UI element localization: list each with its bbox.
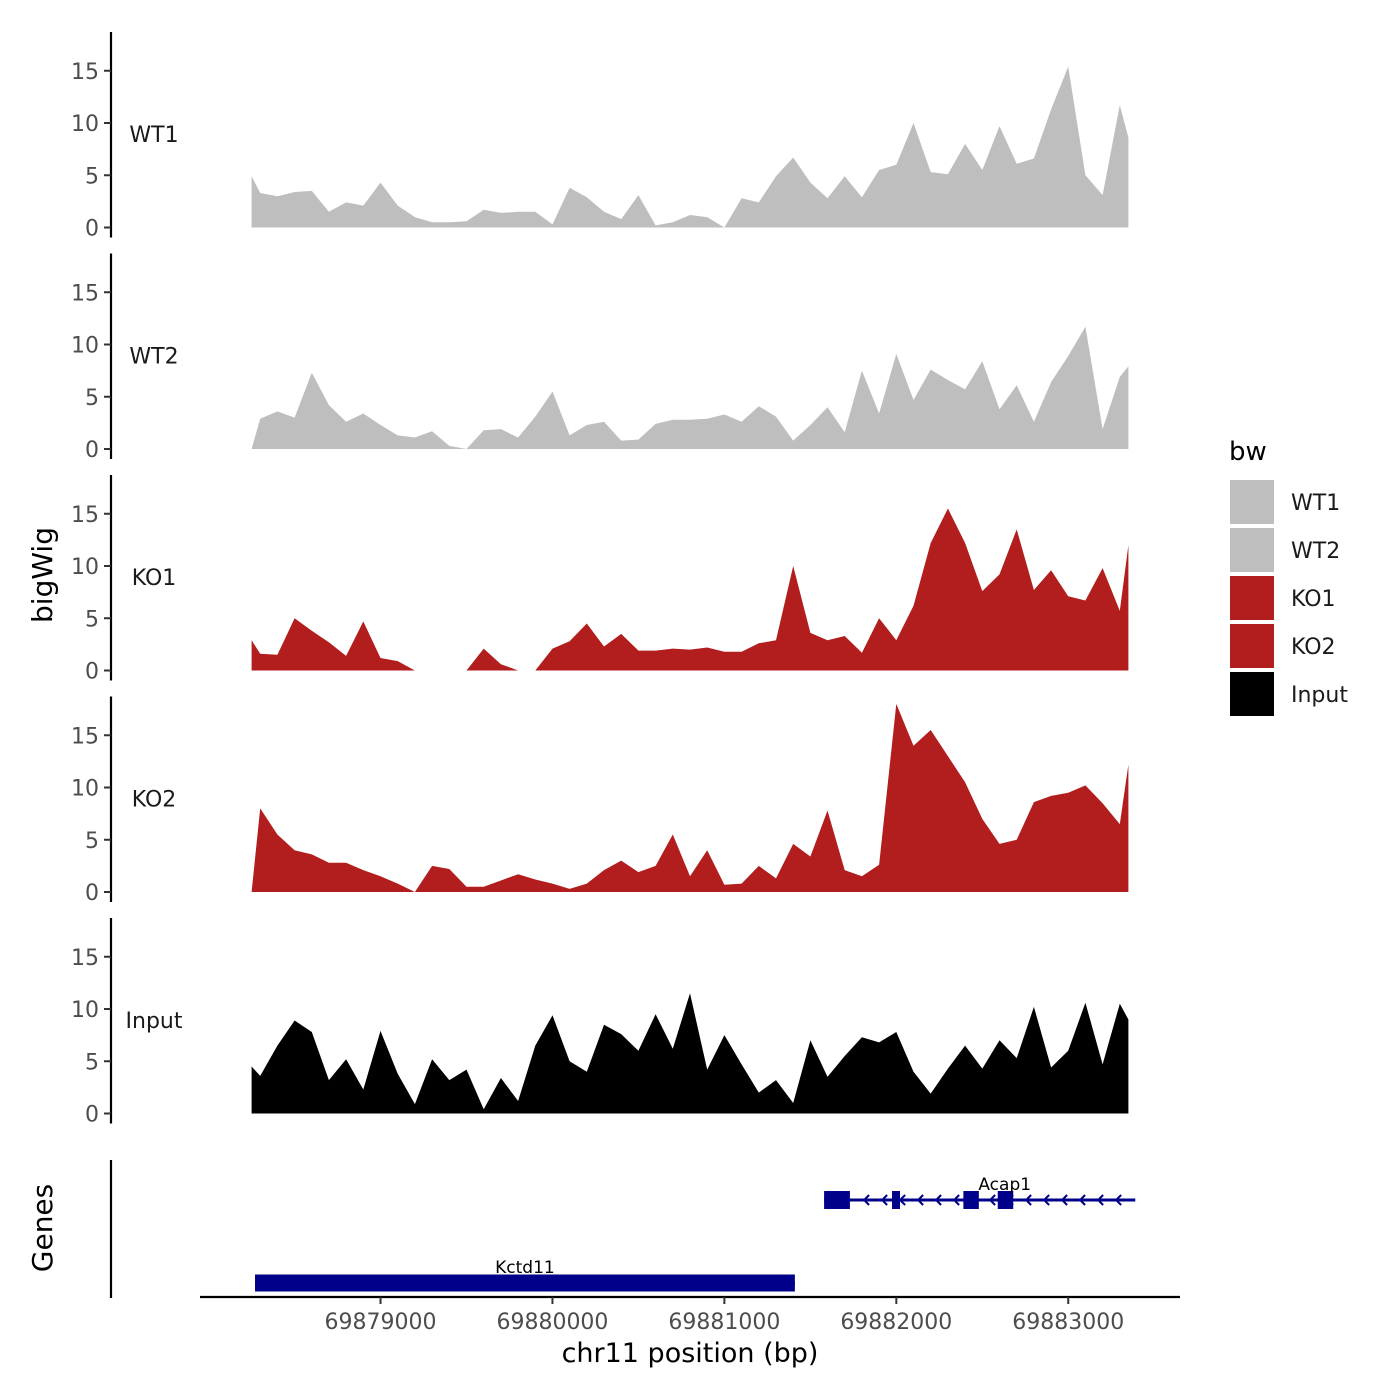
area-wt2 — [251, 326, 1129, 449]
area-ko1 — [251, 508, 1129, 671]
track-ko1: 0 5 10 15 KO1 — [71, 475, 1129, 685]
x-axis: 69879000 69880000 69881000 69882000 69883000 — [200, 1295, 1180, 1335]
exon — [255, 1274, 795, 1292]
y-tick-label: 10 — [71, 555, 99, 580]
strand-arrow — [952, 1194, 960, 1206]
track-input: 0 5 10 15 Input — [71, 918, 1129, 1128]
strand-arrow — [862, 1194, 870, 1206]
x-tick-label: 69883000 — [1012, 1310, 1124, 1335]
gene-acap1: Acap1 — [824, 1175, 1136, 1209]
track-label: KO2 — [132, 788, 177, 813]
area-wt1 — [251, 66, 1129, 228]
legend-swatch — [1230, 528, 1274, 572]
legend-swatch — [1230, 480, 1274, 524]
gene-kctd11: Kctd11 — [255, 1258, 795, 1292]
x-tick-label: 69881000 — [668, 1310, 780, 1335]
track-label: WT2 — [129, 345, 178, 370]
legend-swatch — [1230, 624, 1274, 668]
legend-swatch — [1230, 672, 1274, 716]
x-tick-label: 69882000 — [840, 1310, 952, 1335]
x-tick-label: 69880000 — [496, 1310, 608, 1335]
y-tick-label: 5 — [85, 164, 99, 189]
signal-tracks: 0 5 10 15 WT1 0 5 10 15 WT2 0 5 10 15 KO1 0 5 10 15 KO2 0 5 10… — [71, 32, 1129, 1128]
strand-arrow — [916, 1194, 924, 1206]
y-tick-label: 10 — [71, 334, 99, 359]
legend-label: WT1 — [1291, 491, 1340, 516]
y-tick-label: 0 — [85, 217, 99, 242]
x-axis-label: chr11 position (bp) — [562, 1338, 819, 1369]
gene-label: Kctd11 — [495, 1258, 555, 1278]
track-label: WT1 — [129, 123, 178, 148]
exon — [963, 1191, 979, 1209]
legend-label: KO1 — [1291, 587, 1336, 612]
area-ko2 — [251, 703, 1129, 892]
track-label: Input — [126, 1009, 183, 1034]
y-tick-label: 0 — [85, 438, 99, 463]
track-wt2: 0 5 10 15 WT2 — [71, 253, 1129, 463]
y-tick-label: 0 — [85, 1103, 99, 1128]
strand-arrow — [880, 1194, 888, 1206]
legend-label: Input — [1291, 683, 1348, 708]
y-tick-label: 5 — [85, 1050, 99, 1075]
area-input — [251, 993, 1129, 1114]
y-tick-label: 15 — [71, 503, 99, 528]
legend-label: WT2 — [1291, 539, 1340, 564]
y-tick-label: 0 — [85, 660, 99, 685]
exon — [997, 1191, 1014, 1209]
exon — [892, 1191, 901, 1209]
x-tick-label: 69879000 — [325, 1310, 437, 1335]
y-tick-label: 5 — [85, 386, 99, 411]
y-tick-label: 10 — [71, 777, 99, 802]
legend-swatch — [1230, 576, 1274, 620]
gene-label: Acap1 — [978, 1175, 1031, 1195]
genes-axis-label: Genes — [26, 1184, 59, 1272]
strand-arrow — [988, 1194, 996, 1206]
strand-arrow — [1024, 1194, 1032, 1206]
track-ko2: 0 5 10 15 KO2 — [71, 696, 1129, 906]
strand-arrow — [1042, 1194, 1050, 1206]
y-axis-label: bigWig — [26, 527, 59, 623]
y-tick-label: 5 — [85, 607, 99, 632]
genes-track: Acap1 Kctd11 — [109, 1160, 1136, 1298]
y-tick-label: 10 — [71, 998, 99, 1023]
y-tick-label: 15 — [71, 281, 99, 306]
strand-arrow — [934, 1194, 942, 1206]
strand-arrow — [1060, 1194, 1068, 1206]
track-wt1: 0 5 10 15 WT1 — [71, 32, 1129, 242]
strand-arrow — [1114, 1194, 1122, 1206]
strand-arrow — [1096, 1194, 1104, 1206]
y-tick-label: 15 — [71, 946, 99, 971]
y-tick-label: 15 — [71, 60, 99, 85]
strand-arrow — [1078, 1194, 1086, 1206]
legend-label: KO2 — [1291, 635, 1336, 660]
track-label: KO1 — [132, 566, 177, 591]
legend-title: bw — [1229, 437, 1267, 467]
y-tick-label: 10 — [71, 112, 99, 137]
exon — [824, 1191, 850, 1209]
y-tick-label: 15 — [71, 724, 99, 749]
y-tick-label: 0 — [85, 881, 99, 906]
legend: bw WT1 WT2 KO1 KO2 Input — [1229, 437, 1348, 716]
strand-arrow — [898, 1194, 906, 1206]
y-tick-label: 5 — [85, 829, 99, 854]
